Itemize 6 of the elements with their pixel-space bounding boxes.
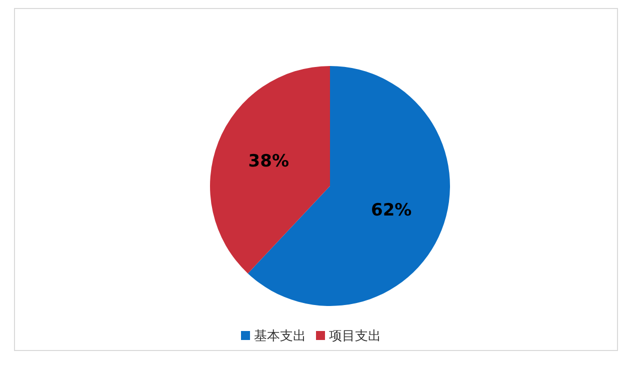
data-label: 62% bbox=[371, 200, 412, 220]
legend-label: 项目支出 bbox=[329, 329, 381, 344]
pie-slice bbox=[210, 66, 330, 274]
data-label: 38% bbox=[248, 152, 289, 172]
pie-slice bbox=[248, 66, 450, 306]
legend-label: 基本支出 bbox=[254, 329, 306, 344]
